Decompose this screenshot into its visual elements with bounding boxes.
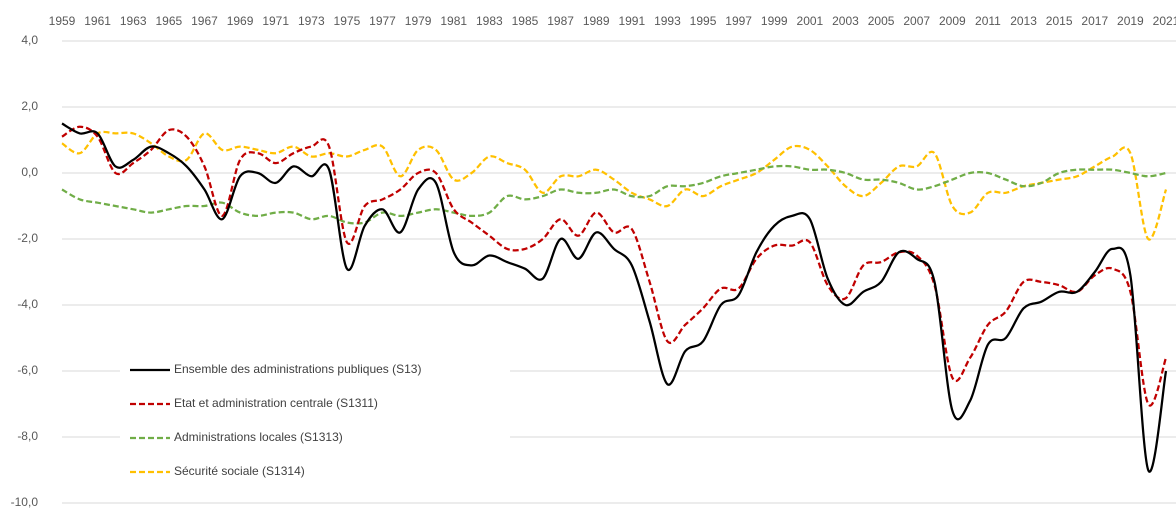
legend-label: Ensemble des administrations publiques (… [174, 362, 421, 376]
x-tick-label: 1979 [405, 14, 432, 28]
y-tick-label: 0,0 [21, 165, 38, 179]
x-tick-label: 1967 [191, 14, 218, 28]
x-tick-label: 1959 [49, 14, 76, 28]
x-tick-label: 2001 [797, 14, 824, 28]
legend-label: Administrations locales (S1313) [174, 430, 343, 444]
y-tick-label: 4,0 [21, 33, 38, 47]
x-tick-label: 2013 [1010, 14, 1037, 28]
x-tick-label: 1971 [262, 14, 289, 28]
y-tick-label: -2,0 [17, 231, 38, 245]
x-tick-label: 2019 [1117, 14, 1144, 28]
x-tick-label: 2005 [868, 14, 895, 28]
x-tick-label: 1987 [547, 14, 574, 28]
series-line [61, 122, 1168, 473]
x-tick-label: 2021 [1153, 14, 1176, 28]
y-tick-label: 2,0 [21, 99, 38, 113]
x-tick-label: 1965 [155, 14, 182, 28]
x-tick-label: 1975 [334, 14, 361, 28]
x-tick-label: 1983 [476, 14, 503, 28]
x-tick-label: 1981 [440, 14, 467, 28]
legend-background [120, 354, 510, 492]
series-line [61, 164, 1167, 225]
x-tick-label: 2009 [939, 14, 966, 28]
legend-label: Etat et administration centrale (S1311) [174, 396, 378, 410]
x-tick-label: 1969 [227, 14, 254, 28]
y-tick-label: -4,0 [17, 297, 38, 311]
x-tick-label: 1961 [84, 14, 111, 28]
y-tick-label: -6,0 [17, 363, 38, 377]
x-tick-label: 2017 [1081, 14, 1108, 28]
x-tick-label: 1997 [725, 14, 752, 28]
x-tick-label: 1985 [512, 14, 539, 28]
series-line [61, 125, 1168, 407]
x-tick-label: 2007 [903, 14, 930, 28]
y-tick-label: -10,0 [11, 495, 39, 509]
x-tick-label: 1989 [583, 14, 610, 28]
legend-label: Sécurité sociale (S1314) [174, 464, 305, 478]
x-tick-label: 1973 [298, 14, 325, 28]
x-tick-label: 1963 [120, 14, 147, 28]
y-tick-label: -8,0 [17, 429, 38, 443]
x-tick-label: 1977 [369, 14, 396, 28]
x-tick-label: 1993 [654, 14, 681, 28]
x-tick-label: 2003 [832, 14, 859, 28]
x-tick-label: 2015 [1046, 14, 1073, 28]
x-tick-label: 1995 [690, 14, 717, 28]
series-line [61, 130, 1168, 241]
x-tick-label: 2011 [975, 14, 1001, 28]
x-tick-label: 1991 [618, 14, 645, 28]
x-tick-label: 1999 [761, 14, 788, 28]
